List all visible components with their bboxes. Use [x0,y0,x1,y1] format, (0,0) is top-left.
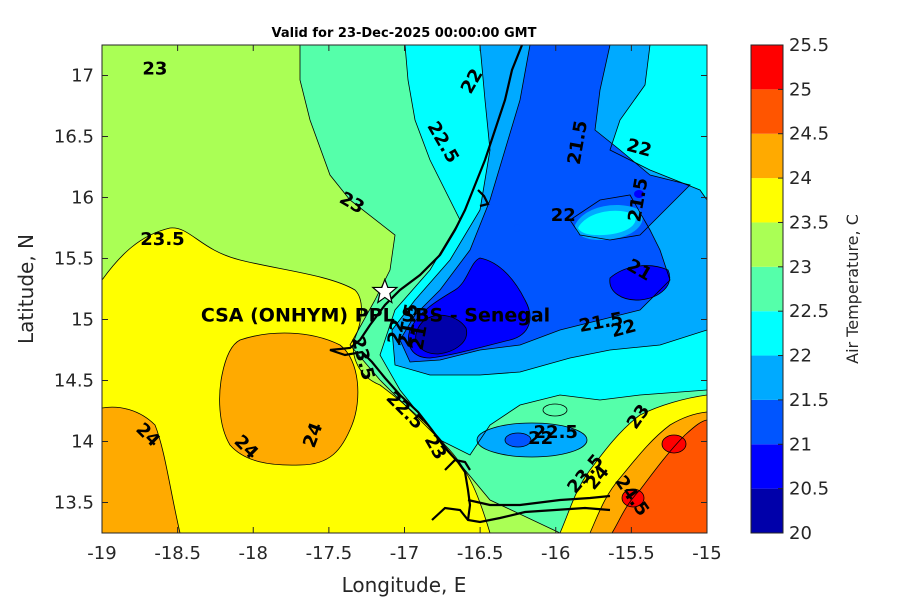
contour-line [391,45,707,376]
contour-line [609,45,707,201]
station-star-icon[interactable] [371,277,399,304]
x-tick-label: -15 [692,543,721,564]
colorbar-tick-label: 24.5 [789,124,829,145]
colorbar-swatch [751,45,783,90]
contour-label: 22 [528,428,553,449]
x-tick-label: -15.5 [608,543,655,564]
contour-line [476,422,588,458]
colorbar-tick-label: 23 [789,257,812,278]
y-tick-label: 17 [71,66,94,87]
figure-title: Valid for 23-Dec-2025 00:00:00 GMT [272,26,537,41]
coastline [329,45,611,524]
y-axis-label: Latitude, N [14,234,38,344]
band-24-sw [102,407,180,533]
contour-line [661,434,687,454]
contour-line [219,332,359,466]
cell-21-speck [514,224,520,232]
colorbar-swatch [751,222,783,267]
band-20 [415,315,467,354]
contour-label: 23.5 [140,229,184,250]
station-marker[interactable]: CSA (ONHYM) PPL SBS - Senegal [201,277,550,326]
contour-line [559,394,707,533]
contour-label: 22 [551,205,576,226]
contour-line [102,406,181,533]
contour-line [415,314,468,355]
contour-line [609,265,671,301]
x-tick-label: -18 [239,543,268,564]
x-tick-label: -19 [87,543,116,564]
x-tick-label: -18.5 [154,543,201,564]
colorbar-tick-label: 25 [789,79,812,100]
colorbar-swatch [751,355,783,400]
y-tick-label: 13.5 [54,493,94,514]
contour-line [102,227,491,533]
colorbar-tick-label: 25.5 [789,35,829,56]
cell-22-east [578,210,636,236]
temperature-map [102,45,707,533]
contour-label: 22 [384,317,409,345]
colorbar-tick-label: 22.5 [789,301,829,322]
x-tick-label: -17 [390,543,419,564]
colorbar-swatch [751,488,783,533]
y-axis: 13.5 14 14.5 15 15.5 16 16.5 17 [54,66,707,514]
x-tick-label: -17.5 [306,543,353,564]
band-24-center [219,333,358,466]
colorbar-tick-label: 21.5 [789,390,829,411]
contour-label: 23 [142,58,167,79]
cell-20-5-east [609,265,670,301]
colorbar-swatch [751,444,783,489]
border-line [431,506,611,524]
colorbar-swatch [751,133,783,179]
colorbar-frame [750,44,784,534]
x-tick-label: -16.5 [457,543,504,564]
colorbar-tick-label: 20.5 [789,479,829,500]
border-line [444,458,471,471]
contour-line [379,45,707,456]
cell-20-5-speck [634,190,644,198]
contour-line [621,488,645,508]
x-tick-label: -16 [541,543,570,564]
y-tick-label: 16.5 [54,127,94,148]
contour-label: 22.5 [534,422,578,443]
colorbar-swatch [751,89,783,134]
colorbar-tick-label: 23.5 [789,212,829,233]
colorbar-tick-label: 24 [789,168,812,189]
cell-21-5-south [477,423,587,457]
colorbar-tick-label: 22 [789,346,812,367]
y-tick-label: 14.5 [54,371,94,392]
colorbar-swatch [751,311,783,356]
cell-25-se1 [662,435,686,453]
cell-22-5-south [543,404,567,416]
contour-line [504,432,532,448]
colorbar-swatch [751,399,783,445]
y-tick-label: 15.5 [54,249,94,270]
colorbar: 20 20.5 21 21.5 22 22.5 23 23.5 24 24.5 25 25.5 [751,35,829,544]
station-label: CSA (ONHYM) PPL SBS - Senegal [201,304,550,326]
contour-line [542,403,568,417]
contour-label: 21 [407,324,432,352]
border-line [477,189,490,208]
border-line [467,494,611,507]
contour-line [611,419,707,533]
y-tick-label: 14 [71,432,94,453]
coastline-line [329,45,524,521]
colorbar-swatch [751,266,783,312]
x-axis: -19 -18.5 -18 -17.5 -17 -16.5 -16 -15.5 -15 [87,45,722,564]
colorbar-tick-label: 21 [789,434,812,455]
y-tick-label: 16 [71,188,94,209]
colorbar-label: Air Temperature, C [843,214,862,364]
colorbar-swatch [751,178,783,223]
cell-21-south [505,433,531,447]
x-axis-label: Longitude, E [342,573,467,597]
colorbar-tick-label: 20 [789,523,812,544]
y-tick-label: 15 [71,310,94,331]
contour-line [589,411,707,533]
contour-line [408,257,531,359]
